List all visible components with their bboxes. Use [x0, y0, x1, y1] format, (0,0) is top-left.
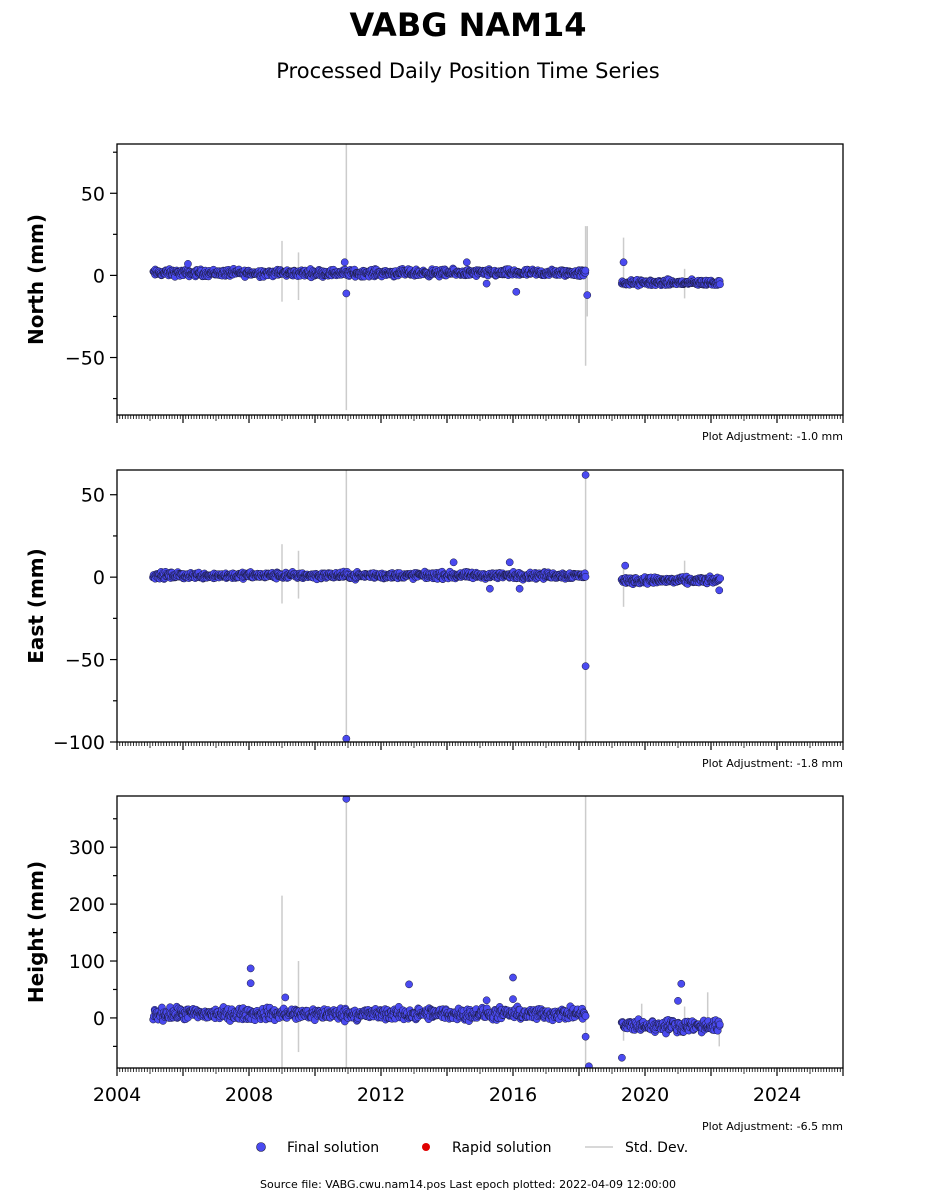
data-point — [449, 558, 458, 567]
panel-2: −100 −50 0 50 East (mm) Plot Adjustment: -1.8… — [24, 469, 844, 770]
y-tick-label: 50 — [81, 485, 105, 507]
x-tick-label: 2024 — [753, 1084, 801, 1106]
data-point — [621, 561, 630, 570]
panel-3: 0 100 200 300 2004 2008 2012 2016 2020 2024 Height… — [24, 795, 844, 1133]
x-tick-label: 2004 — [93, 1084, 141, 1106]
legend-final-label: Final solution — [287, 1140, 379, 1156]
y-tick-label: 0 — [93, 567, 105, 589]
data-point — [505, 558, 514, 567]
data-point — [581, 662, 590, 671]
data-point — [581, 1032, 590, 1041]
axes-frame — [116, 795, 844, 1069]
panels: −50 0 50 North (mm) Plot Adjustment: -1.0 mm… — [24, 143, 844, 1133]
data-point — [583, 291, 592, 299]
data-point — [716, 574, 725, 583]
data-point — [509, 995, 517, 1003]
data-point — [585, 1062, 593, 1068]
y-tick-label: 50 — [81, 183, 105, 205]
y-tick-label: 300 — [69, 837, 105, 859]
data-point — [486, 584, 494, 593]
y-tick-label: 0 — [93, 265, 105, 287]
x-tick-label: 2008 — [225, 1084, 273, 1106]
plot-area — [149, 796, 724, 1068]
data-point — [281, 993, 290, 1002]
data-point — [715, 586, 724, 595]
data-point — [515, 584, 524, 593]
data-point — [581, 1012, 590, 1020]
data-point — [340, 258, 349, 267]
legend-rapid-label: Rapid solution — [452, 1140, 552, 1156]
legend: Final solution Rapid solution Std. Dev. — [256, 1140, 688, 1156]
y-tick-label: 200 — [69, 894, 105, 916]
data-point — [246, 979, 255, 988]
legend-std-label: Std. Dev. — [625, 1140, 688, 1156]
plot-area — [149, 470, 725, 742]
data-point — [462, 258, 471, 267]
y-axis-label: Height (mm) — [24, 861, 48, 1003]
plot-adjustment-note: Plot Adjustment: -1.0 mm — [702, 430, 843, 443]
panel-1: −50 0 50 North (mm) Plot Adjustment: -1.0 mm — [24, 143, 844, 443]
plot-area — [149, 144, 724, 411]
data-point — [512, 287, 521, 296]
data-point — [716, 280, 724, 289]
y-axis-label: East (mm) — [24, 548, 48, 664]
data-point — [677, 979, 686, 988]
y-tick-label: 100 — [69, 951, 105, 973]
data-point — [674, 997, 682, 1005]
plot-adjustment-note: Plot Adjustment: -6.5 mm — [702, 1120, 843, 1133]
axes-frame — [116, 469, 844, 743]
data-point — [342, 289, 351, 298]
y-tick-label: −50 — [65, 650, 105, 672]
legend-rapid-marker — [422, 1143, 430, 1151]
data-point — [619, 258, 628, 267]
x-tick-label: 2016 — [489, 1084, 537, 1106]
plot-adjustment-note: Plot Adjustment: -1.8 mm — [702, 757, 843, 770]
y-axis-label: North (mm) — [24, 214, 48, 345]
data-point — [184, 260, 192, 268]
data-point — [715, 1020, 724, 1029]
x-tick-label: 2020 — [621, 1084, 669, 1106]
chart-title: VABG NAM14 — [349, 6, 586, 44]
data-point — [482, 996, 491, 1005]
data-point — [405, 980, 413, 989]
data-point — [342, 734, 351, 742]
y-tick-label: −100 — [53, 732, 105, 754]
legend-final-marker — [256, 1142, 266, 1152]
x-tick-label: 2012 — [357, 1084, 405, 1106]
data-point — [618, 1053, 626, 1062]
data-point — [581, 471, 590, 479]
chart-subtitle: Processed Daily Position Time Series — [276, 59, 660, 83]
data-point — [581, 266, 590, 275]
data-point — [482, 279, 491, 288]
data-point — [509, 973, 517, 982]
data-point — [342, 796, 351, 803]
source-footer: Source file: VABG.cwu.nam14.pos Last epo… — [260, 1178, 676, 1191]
data-point — [581, 572, 590, 581]
y-tick-label: −50 — [65, 348, 105, 370]
data-point — [246, 964, 255, 973]
y-tick-label: 0 — [93, 1008, 105, 1030]
